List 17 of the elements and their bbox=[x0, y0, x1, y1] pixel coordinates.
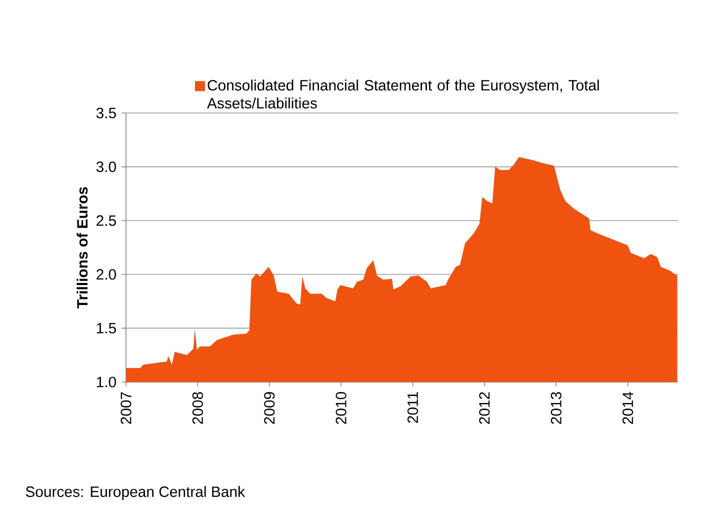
x-tick-label: 2014 bbox=[622, 392, 634, 424]
y-tick-label: 2.5 bbox=[96, 215, 116, 226]
x-tick-label: 2010 bbox=[336, 392, 346, 424]
y-tick-label: 1.5 bbox=[96, 322, 116, 334]
x-tick-label: 2012 bbox=[479, 392, 490, 424]
legend-label: Consolidated Financial Statement of the Eurosystem, Total Assets/Liabilities bbox=[207, 80, 599, 109]
y-tick-label: 2.0 bbox=[96, 269, 116, 280]
x-tick-label: 2008 bbox=[192, 392, 203, 424]
y-tick-label: 3.0 bbox=[96, 162, 116, 172]
x-tick-label: 2013 bbox=[550, 392, 562, 424]
x-tick-label: 2007 bbox=[120, 392, 132, 424]
source-note: Sources: European Central Bank bbox=[26, 486, 246, 500]
y-tick-label: 3.5 bbox=[96, 108, 116, 118]
x-tick-label: 2009 bbox=[264, 392, 275, 424]
x-tick-label: 2011 bbox=[407, 392, 418, 423]
y-tick-label: 1.0 bbox=[96, 376, 116, 388]
y-axis-title: Trillions of Euros bbox=[76, 187, 88, 308]
